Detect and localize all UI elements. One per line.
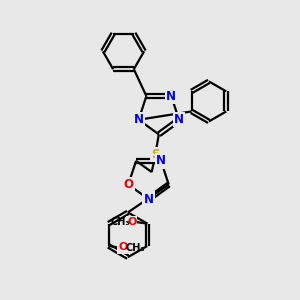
Text: N: N	[166, 89, 176, 103]
Text: N: N	[143, 193, 154, 206]
Text: N: N	[174, 113, 184, 126]
Text: O: O	[118, 242, 128, 253]
Text: N: N	[156, 154, 166, 167]
Text: S: S	[151, 148, 160, 161]
Text: CH₃: CH₃	[125, 243, 145, 253]
Text: O: O	[123, 178, 134, 191]
Text: N: N	[134, 113, 144, 126]
Text: O: O	[127, 217, 136, 227]
Text: CH₃: CH₃	[110, 217, 130, 227]
